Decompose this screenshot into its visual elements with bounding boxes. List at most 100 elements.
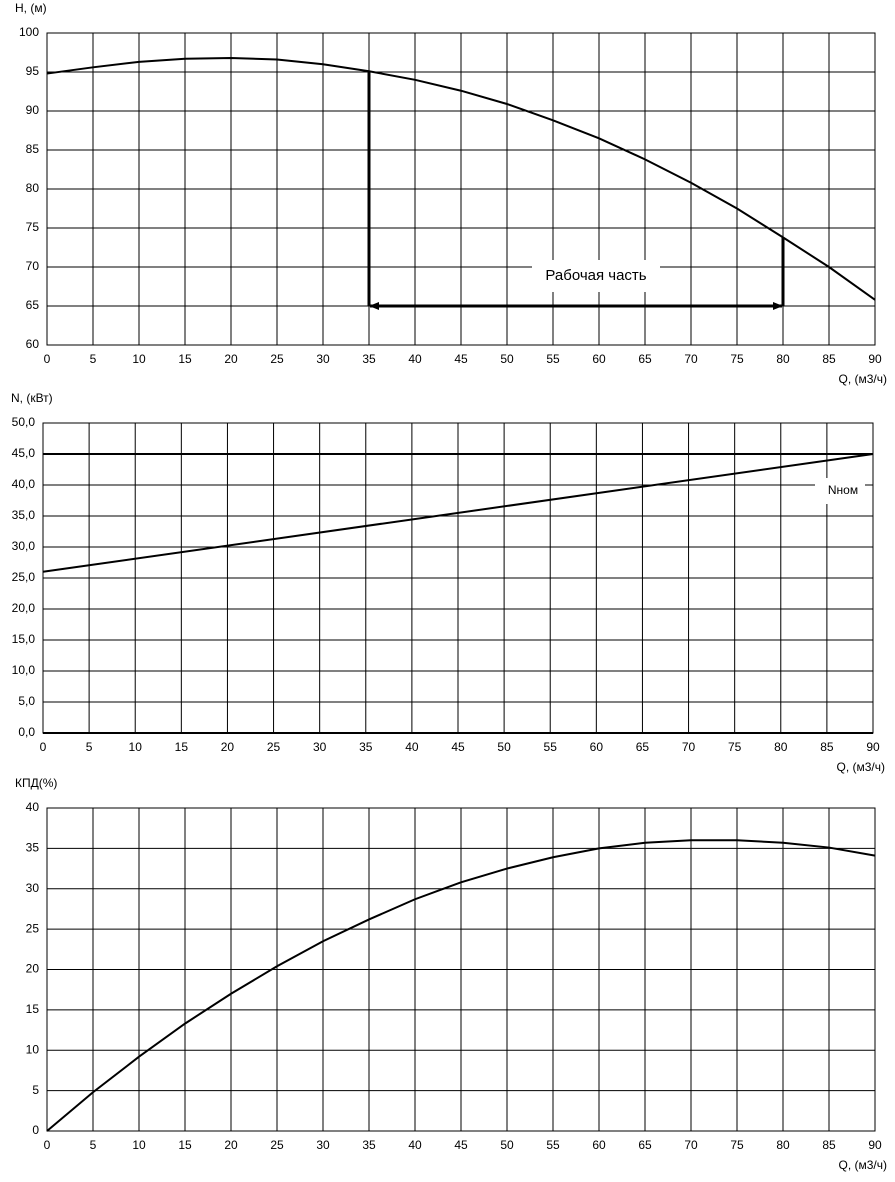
y-tick-label: 35 [26, 841, 40, 855]
x-tick-label: 85 [822, 352, 836, 366]
y-tick-label: 60 [26, 337, 40, 351]
data-line [42, 453, 874, 573]
label-box [815, 478, 865, 504]
x-tick-label: 35 [362, 352, 376, 366]
y-tick-label: 65 [26, 298, 40, 312]
x-tick-label: 0 [44, 352, 51, 366]
y-tick-label: 40 [26, 800, 40, 814]
y-axis-label: N, (кВт) [11, 391, 53, 405]
y-tick-label: 35,0 [12, 508, 36, 522]
x-axis-label: Q, (м3/ч) [838, 372, 887, 386]
reference-label: Nном [828, 483, 858, 497]
y-tick-label: 100 [19, 25, 39, 39]
y-tick-label: 15 [26, 1002, 40, 1016]
x-tick-label: 75 [730, 1138, 744, 1152]
y-tick-label: 85 [26, 142, 40, 156]
x-tick-label: 80 [776, 1138, 790, 1152]
x-tick-label: 70 [682, 740, 696, 754]
x-tick-label: 55 [546, 352, 560, 366]
x-tick-label: 30 [316, 352, 330, 366]
x-tick-label: 0 [44, 1138, 51, 1152]
x-tick-label: 90 [868, 352, 882, 366]
x-tick-label: 35 [359, 740, 373, 754]
x-tick-label: 75 [728, 740, 742, 754]
x-tick-label: 40 [408, 352, 422, 366]
x-tick-label: 55 [546, 1138, 560, 1152]
x-tick-label: 45 [454, 352, 468, 366]
x-tick-label: 80 [776, 352, 790, 366]
x-tick-label: 25 [267, 740, 281, 754]
x-tick-label: 85 [820, 740, 834, 754]
x-tick-label: 30 [316, 1138, 330, 1152]
y-tick-label: 25 [26, 921, 40, 935]
y-tick-label: 5 [32, 1083, 39, 1097]
x-tick-label: 70 [684, 352, 698, 366]
x-tick-label: 10 [129, 740, 143, 754]
y-axis-label: H, (м) [15, 1, 47, 15]
y-tick-label: 30 [26, 881, 40, 895]
x-tick-label: 0 [40, 740, 47, 754]
y-tick-label: 45,0 [12, 446, 36, 460]
x-tick-label: 65 [638, 352, 652, 366]
y-tick-label: 75 [26, 220, 40, 234]
y-tick-label: 95 [26, 64, 40, 78]
y-tick-label: 20 [26, 962, 40, 976]
y-tick-label: 50,0 [12, 415, 36, 429]
x-tick-label: 65 [636, 740, 650, 754]
x-tick-label: 70 [684, 1138, 698, 1152]
x-tick-label: 30 [313, 740, 327, 754]
range-label: Рабочая часть [545, 267, 646, 284]
data-line [46, 839, 876, 1132]
x-tick-label: 35 [362, 1138, 376, 1152]
y-tick-label: 0,0 [18, 725, 35, 739]
x-tick-label: 5 [86, 740, 93, 754]
x-tick-label: 45 [451, 740, 465, 754]
x-tick-label: 5 [90, 352, 97, 366]
x-tick-label: 10 [132, 352, 146, 366]
y-tick-label: 10,0 [12, 663, 36, 677]
y-tick-label: 80 [26, 181, 40, 195]
x-tick-label: 85 [822, 1138, 836, 1152]
label-box [532, 260, 660, 292]
x-axis-label: Q, (м3/ч) [838, 1158, 887, 1172]
x-tick-label: 60 [592, 1138, 606, 1152]
x-tick-label: 20 [224, 352, 238, 366]
x-tick-label: 75 [730, 352, 744, 366]
x-tick-label: 15 [178, 352, 192, 366]
x-tick-label: 15 [175, 740, 189, 754]
x-axis-label: Q, (м3/ч) [836, 760, 885, 774]
x-tick-label: 40 [405, 740, 419, 754]
y-axis-label: КПД(%) [15, 776, 57, 790]
x-tick-label: 25 [270, 1138, 284, 1152]
y-tick-label: 10 [26, 1042, 40, 1056]
x-tick-label: 40 [408, 1138, 422, 1152]
x-tick-label: 25 [270, 352, 284, 366]
y-tick-label: 20,0 [12, 601, 36, 615]
x-tick-label: 90 [866, 740, 880, 754]
x-tick-label: 10 [132, 1138, 146, 1152]
x-tick-label: 60 [592, 352, 606, 366]
x-tick-label: 80 [774, 740, 788, 754]
x-tick-label: 45 [454, 1138, 468, 1152]
x-tick-label: 90 [868, 1138, 882, 1152]
y-tick-label: 15,0 [12, 632, 36, 646]
y-tick-label: 0 [32, 1123, 39, 1137]
y-tick-label: 25,0 [12, 570, 36, 584]
x-tick-label: 65 [638, 1138, 652, 1152]
x-tick-label: 60 [590, 740, 604, 754]
x-tick-label: 20 [224, 1138, 238, 1152]
data-line [46, 56, 876, 301]
y-tick-label: 90 [26, 103, 40, 117]
y-tick-label: 5,0 [18, 694, 35, 708]
x-tick-label: 55 [544, 740, 558, 754]
x-tick-label: 50 [500, 1138, 514, 1152]
y-tick-label: 40,0 [12, 477, 36, 491]
x-tick-label: 50 [500, 352, 514, 366]
x-tick-label: 50 [497, 740, 511, 754]
x-tick-label: 20 [221, 740, 235, 754]
x-tick-label: 15 [178, 1138, 192, 1152]
y-tick-label: 30,0 [12, 539, 36, 553]
y-tick-label: 70 [26, 259, 40, 273]
x-tick-label: 5 [90, 1138, 97, 1152]
